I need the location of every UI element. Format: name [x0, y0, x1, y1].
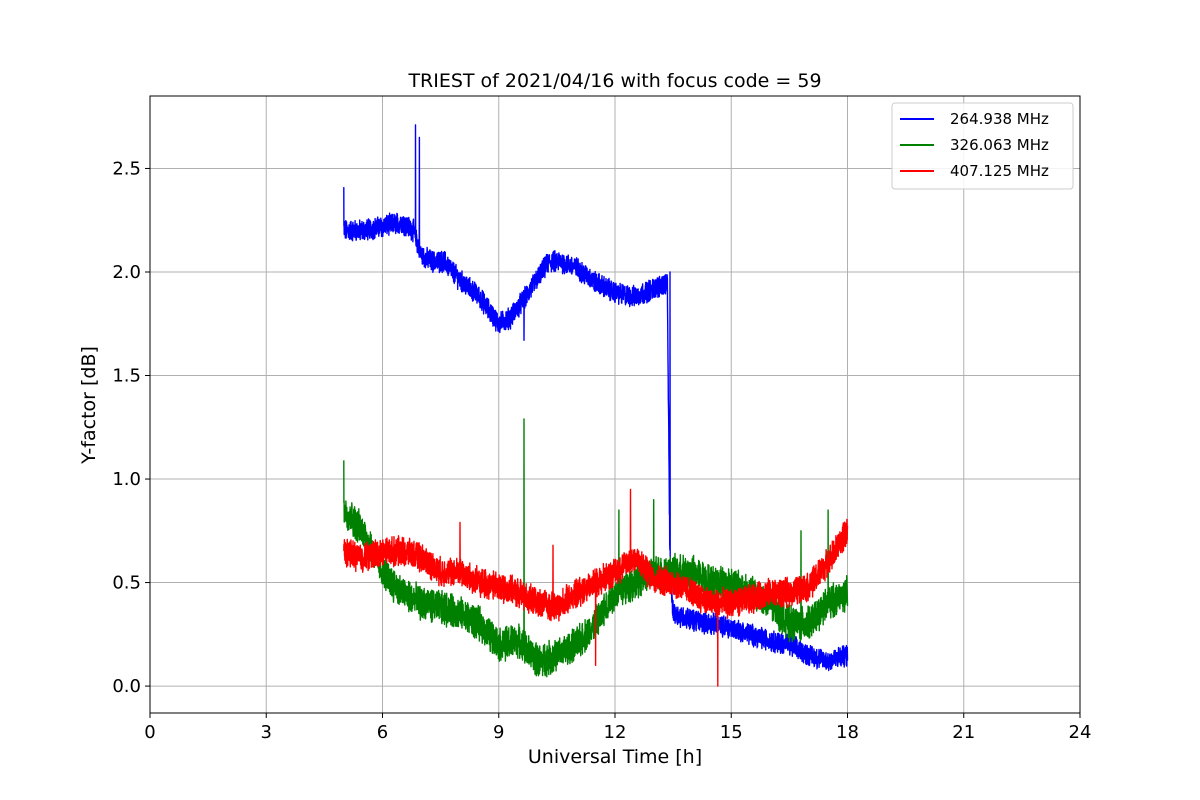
x-axis-label: Universal Time [h]: [528, 746, 702, 768]
y-tick-label: 2.0: [112, 262, 141, 283]
legend: 264.938 MHz 326.063 MHz 407.125 MHz: [891, 102, 1074, 190]
y-tick-label: 0.0: [112, 676, 141, 697]
y-tick-label: 0.5: [112, 573, 141, 594]
legend-label: 407.125 MHz: [950, 162, 1049, 180]
x-tick-label: 12: [604, 722, 627, 743]
x-tick-label: 3: [261, 722, 272, 743]
y-axis-label: Y-factor [dB]: [78, 346, 100, 465]
chart-title: TRIEST of 2021/04/16 with focus code = 5…: [407, 70, 821, 92]
y-tick-label: 2.5: [112, 158, 141, 179]
x-tick-label: 0: [144, 722, 155, 743]
legend-box: [891, 102, 1074, 190]
legend-label: 264.938 MHz: [950, 110, 1049, 128]
series-line: [343, 488, 849, 687]
legend-label: 326.063 MHz: [950, 136, 1049, 154]
x-tick-label: 18: [836, 722, 859, 743]
series-layer: [343, 124, 849, 687]
x-axis: 0 3 6 9 12 15 18 21 24: [144, 713, 1091, 743]
x-tick-label: 21: [952, 722, 975, 743]
y-axis: 0.0 0.5 1.0 1.5 2.0 2.5: [112, 158, 150, 697]
x-tick-label: 6: [377, 722, 388, 743]
x-tick-label: 24: [1069, 722, 1092, 743]
y-tick-label: 1.0: [112, 469, 141, 490]
series-line: [343, 124, 849, 672]
x-tick-label: 15: [720, 722, 743, 743]
y-tick-label: 1.5: [112, 366, 141, 387]
x-tick-label: 9: [493, 722, 504, 743]
